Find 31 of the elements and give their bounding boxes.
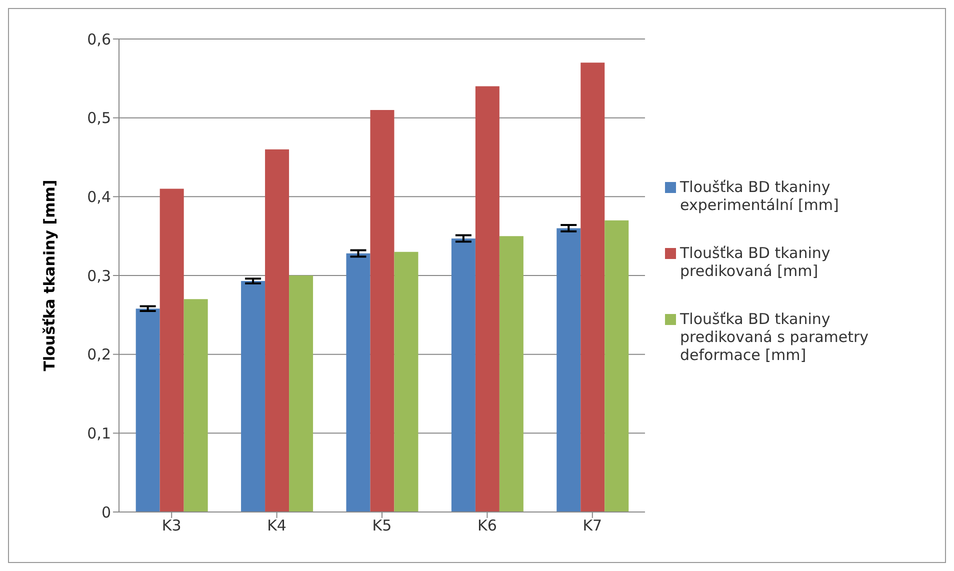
bar [346,253,370,512]
y-axis-title: Tloušťka tkaniny [mm] [40,180,58,372]
x-tick-label: K6 [478,516,497,535]
bar [265,149,290,512]
bar [475,86,500,512]
y-tick-label: 0,2 [87,346,111,364]
x-tick-label: K4 [267,516,286,535]
y-tick-label: 0,5 [87,109,111,128]
bar [160,188,184,512]
legend-label: Tloušťka BD tkaniny experimentální [mm] [680,178,840,214]
bar [289,276,314,512]
x-tick-label: K5 [372,516,392,535]
legend-label: Tloušťka BD tkaniny predikovaná [mm] [680,244,832,280]
y-tick-label: 0,1 [87,424,111,442]
bar [451,238,476,512]
bar [184,299,208,512]
bar [556,228,581,512]
bar [394,252,418,512]
bar [136,308,160,512]
y-tick-label: 0,3 [87,266,111,285]
x-tick-label: K3 [162,516,182,535]
bar [580,62,605,512]
legend-label: Tloušťka BD tkaniny predikovaná s parametry deformace [mm] [680,310,870,364]
bar [604,220,629,512]
y-tick-label: 0,6 [87,30,111,48]
y-tick-label: 0,4 [87,188,111,206]
y-tick-label: 0 [101,503,111,522]
bar [499,236,524,512]
x-tick-label: K7 [582,516,602,535]
bar [370,110,394,512]
bar [241,281,266,512]
